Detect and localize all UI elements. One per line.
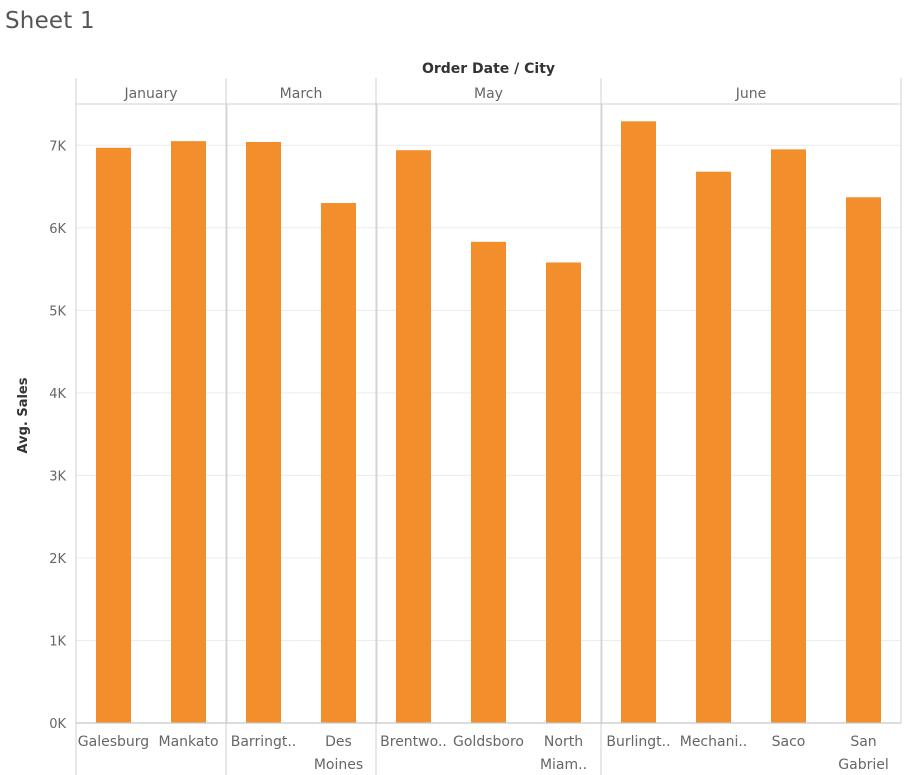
bar-brentwo[interactable] — [396, 150, 431, 723]
x-tick-label: Mechani.. — [680, 734, 748, 750]
y-axis-label: Avg. Sales — [16, 377, 31, 453]
bar-san-gabriel[interactable] — [846, 197, 881, 723]
group-header-march: March — [280, 86, 323, 102]
y-tick-label: 3K — [49, 469, 66, 484]
x-tick-label: San — [850, 734, 876, 750]
group-header-january: January — [123, 86, 177, 102]
x-tick-label: Moines — [314, 757, 363, 773]
bar-mechani[interactable] — [696, 171, 731, 723]
x-tick-label: Miam.. — [540, 757, 587, 773]
x-tick-label: North — [544, 734, 583, 750]
x-tick-label: Mankato — [158, 734, 218, 750]
column-header-title: Order Date / City — [422, 61, 555, 77]
x-tick-label: Barringt.. — [231, 734, 297, 750]
y-tick-label: 0K — [49, 717, 66, 732]
y-tick-label: 5K — [49, 304, 66, 319]
group-header-may: May — [474, 86, 503, 102]
bar-mankato[interactable] — [171, 141, 206, 723]
x-tick-label: Saco — [772, 734, 806, 750]
y-tick-label: 4K — [49, 387, 66, 402]
bar-saco[interactable] — [771, 149, 806, 724]
group-header-june: June — [735, 86, 767, 102]
y-tick-label: 2K — [49, 552, 66, 567]
bar-barringt[interactable] — [246, 141, 281, 723]
x-tick-label: Gabriel — [838, 757, 888, 773]
y-tick-label: 1K — [49, 634, 66, 649]
bar-burlingt[interactable] — [621, 121, 656, 723]
x-tick-label: Goldsboro — [453, 734, 524, 750]
bar-goldsboro[interactable] — [471, 241, 506, 723]
sheet-title: Sheet 1 — [5, 8, 95, 34]
x-tick-label: Brentwo.. — [380, 734, 447, 750]
y-tick-label: 7K — [49, 139, 66, 154]
x-tick-label: Burlingt.. — [606, 734, 670, 750]
bar-des-moines[interactable] — [321, 203, 356, 724]
x-tick-label: Des — [325, 734, 352, 750]
x-tick-label: Galesburg — [78, 734, 149, 750]
bar-galesburg[interactable] — [96, 147, 131, 723]
y-tick-label: 6K — [49, 222, 66, 237]
bar-north-miam[interactable] — [546, 262, 581, 723]
